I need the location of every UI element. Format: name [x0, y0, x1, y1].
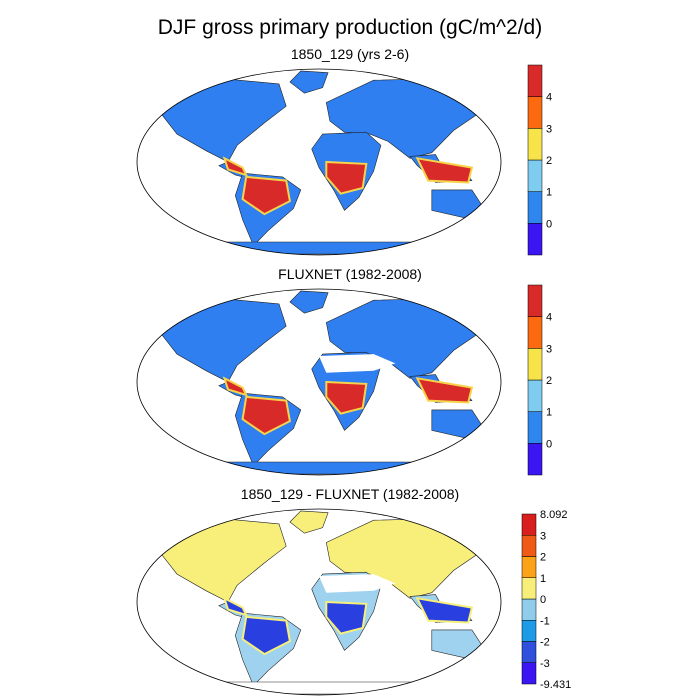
- figure-title: DJF gross primary production (gC/m^2/d): [157, 16, 543, 39]
- colorbar-swatch: [527, 64, 543, 97]
- colorbar-tick-label: 3: [546, 343, 552, 355]
- colorbar-swatch: [527, 284, 543, 317]
- colorbar-swatch: [527, 128, 543, 161]
- panel-title-model: 1850_129 (yrs 2-6): [290, 46, 410, 62]
- colorbar-tick-label: 2: [546, 155, 552, 167]
- colorbar-tick-label: 2: [540, 552, 546, 564]
- colorbar-swatch: [527, 443, 543, 476]
- colorbar-swatch: [521, 598, 537, 621]
- colorbar-swatch: [521, 556, 537, 578]
- colorbar-swatch: [521, 577, 537, 600]
- colorbar-tick-label: 4: [546, 92, 552, 104]
- colorbar-tick-label: 1: [540, 573, 546, 585]
- colorbar-tick-label: 3: [546, 123, 552, 135]
- colorbar-tick-label: 0: [546, 218, 552, 230]
- panel-title-obs: FLUXNET (1982-2008): [278, 266, 422, 282]
- colorbar-swatch: [521, 513, 537, 536]
- colorbar-swatch: [527, 191, 543, 224]
- colorbar-tick-label: -2: [540, 637, 550, 649]
- colorbar-tick-label: 4: [546, 312, 552, 324]
- colorbar-swatch: [527, 411, 543, 444]
- colorbar-swatch: [527, 348, 543, 381]
- colorbar-swatch: [527, 159, 543, 192]
- colorbar-swatch: [527, 96, 543, 129]
- colorbar-tick-label: 1: [546, 407, 552, 419]
- colorbar-swatch: [521, 620, 537, 642]
- colorbar-tick-label: -1: [540, 615, 550, 627]
- colorbar-swatch: [527, 223, 543, 256]
- colorbar-tick-label: -9.431: [540, 679, 571, 691]
- colorbar-swatch: [521, 535, 537, 557]
- colorbar-tick-label: -3: [540, 658, 550, 670]
- colorbar-tick-label: 8.092: [540, 509, 568, 521]
- colorbar-tick-label: 3: [540, 530, 546, 542]
- colorbar-tick-label: 0: [540, 594, 546, 606]
- colorbar-swatch: [527, 379, 543, 412]
- colorbar-tick-label: 1: [546, 187, 552, 199]
- colorbar-tick-label: 0: [546, 438, 552, 450]
- colorbar-swatch: [521, 662, 537, 685]
- colorbar-tick-label: 2: [546, 375, 552, 387]
- colorbar-swatch: [527, 316, 543, 349]
- colorbar-swatch: [521, 641, 537, 663]
- panel-title-diff: 1850_129 - FLUXNET (1982-2008): [240, 486, 460, 502]
